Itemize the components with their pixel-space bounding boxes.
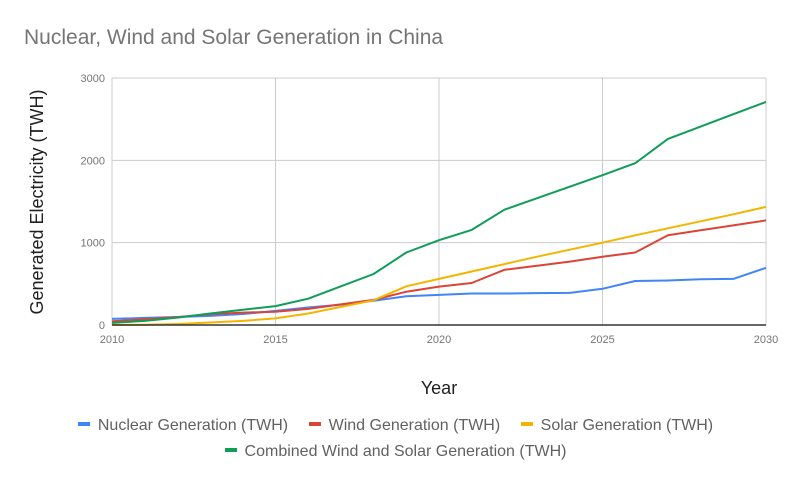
legend-label: Solar Generation (TWH) <box>540 417 714 434</box>
legend-label: Nuclear Generation (TWH) <box>97 417 289 434</box>
x-tick-labels: 2010 2015 2020 2025 2030 <box>100 334 778 346</box>
x-axis-label: Year <box>421 378 457 398</box>
legend-row-2: Combined Wind and Solar Generation (TWH) <box>0 443 791 461</box>
x-tick-label: 2025 <box>590 334 614 346</box>
y-tick-label: 1000 <box>81 238 105 250</box>
legend-item-solar[interactable]: Solar Generation (TWH) <box>520 417 714 435</box>
legend-swatch <box>224 447 237 452</box>
legend-item-combined[interactable]: Combined Wind and Solar Generation (TWH) <box>224 443 567 461</box>
grid <box>111 77 767 325</box>
y-tick-label: 3000 <box>81 73 105 85</box>
y-axis-label: Generated Electricity (TWH) <box>27 89 47 314</box>
solar-line[interactable] <box>111 205 767 326</box>
x-tick-label: 2015 <box>263 334 287 346</box>
y-tick-label: 2000 <box>81 155 105 167</box>
legend-item-nuclear[interactable]: Nuclear Generation (TWH) <box>77 417 289 435</box>
x-tick-label: 2030 <box>754 334 778 346</box>
legend-row-1: Nuclear Generation (TWH) Wind Generation… <box>0 417 791 435</box>
combined-line[interactable] <box>111 100 767 324</box>
legend-swatch <box>77 421 90 426</box>
x-tick-label: 2010 <box>100 334 124 346</box>
nuclear-line[interactable] <box>111 266 767 320</box>
y-tick-labels: 0 1000 2000 3000 <box>81 73 105 332</box>
legend-swatch <box>308 421 321 426</box>
x-tick-label: 2020 <box>427 334 451 346</box>
chart-title: Nuclear, Wind and Solar Generation in Ch… <box>24 26 444 49</box>
wind-line[interactable] <box>111 219 767 323</box>
legend-swatch <box>520 421 533 426</box>
legend-item-wind[interactable]: Wind Generation (TWH) <box>308 417 501 435</box>
series-lines <box>111 100 767 326</box>
legend-label: Wind Generation (TWH) <box>328 417 501 434</box>
y-tick-label: 0 <box>99 320 105 332</box>
legend-label: Combined Wind and Solar Generation (TWH) <box>244 443 567 460</box>
